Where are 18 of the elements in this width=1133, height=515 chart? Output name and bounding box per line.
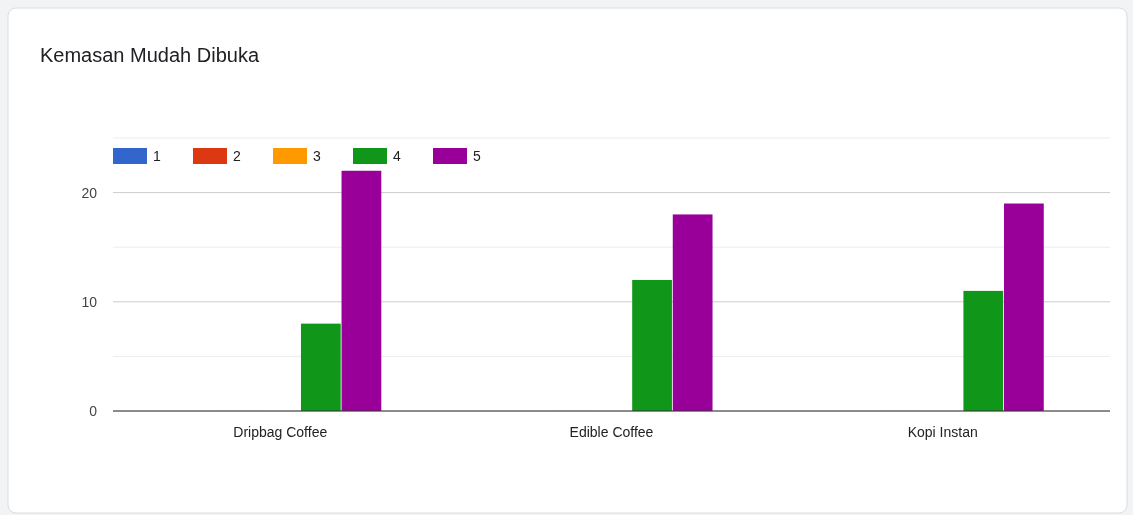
legend-label: 2 — [233, 147, 241, 164]
bar — [672, 214, 713, 411]
y-tick-label: 20 — [81, 184, 98, 201]
bar — [341, 170, 382, 411]
bar — [632, 279, 672, 411]
bar — [300, 323, 341, 411]
y-tick-label: 0 — [89, 402, 98, 419]
legend-label: 5 — [473, 147, 481, 164]
x-tick-label: Edible Coffee — [569, 424, 654, 440]
legend-label: 3 — [313, 147, 321, 164]
chart-title: Kemasan Mudah Dibuka — [40, 44, 260, 66]
y-tick-label: 10 — [81, 293, 98, 310]
x-tick-label: Kopi Instan — [907, 424, 978, 440]
bar — [1003, 203, 1044, 411]
legend-label: 4 — [393, 147, 401, 164]
x-tick-label: Dripbag Coffee — [233, 424, 328, 440]
bar — [963, 290, 1004, 411]
legend-label: 1 — [153, 147, 161, 164]
